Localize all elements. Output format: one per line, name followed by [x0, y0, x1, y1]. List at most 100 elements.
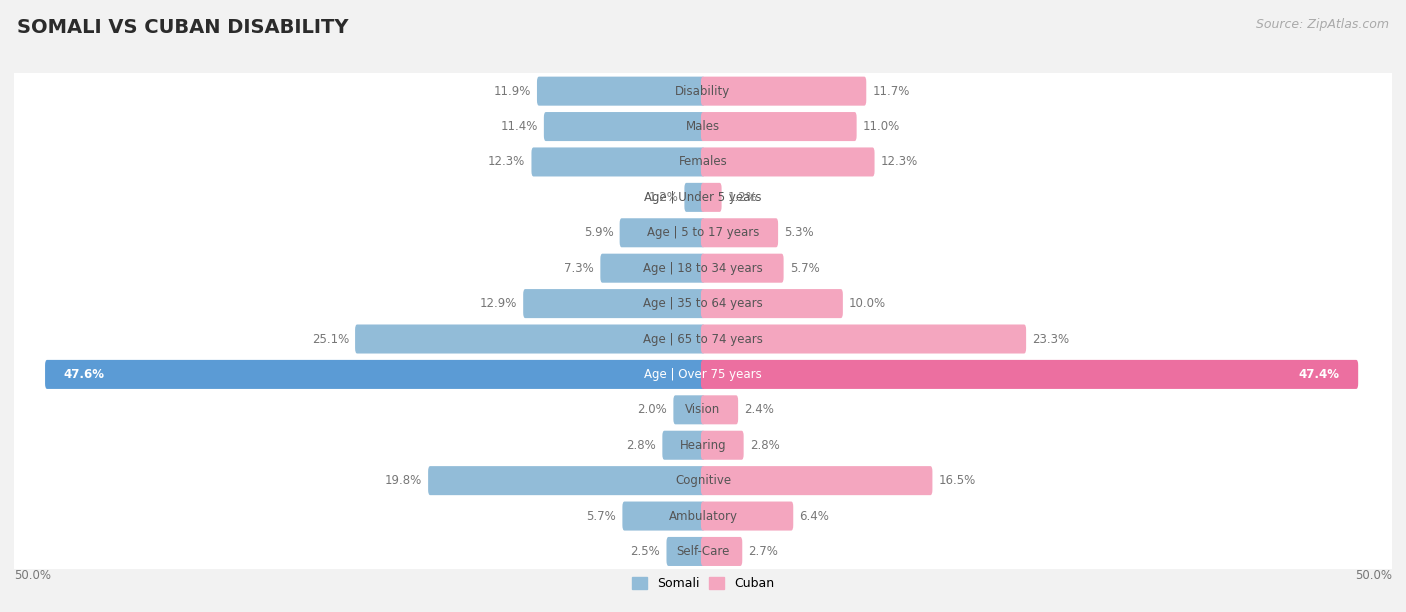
Text: 5.3%: 5.3%: [785, 226, 814, 239]
Text: Hearing: Hearing: [679, 439, 727, 452]
Text: 2.5%: 2.5%: [630, 545, 661, 558]
Text: Age | 35 to 64 years: Age | 35 to 64 years: [643, 297, 763, 310]
FancyBboxPatch shape: [702, 466, 932, 495]
Text: Age | Under 5 years: Age | Under 5 years: [644, 191, 762, 204]
FancyBboxPatch shape: [702, 147, 875, 176]
Text: 1.2%: 1.2%: [728, 191, 758, 204]
Text: Males: Males: [686, 120, 720, 133]
Text: 11.0%: 11.0%: [863, 120, 900, 133]
FancyBboxPatch shape: [531, 147, 704, 176]
Text: 12.3%: 12.3%: [880, 155, 918, 168]
Text: 7.3%: 7.3%: [564, 262, 595, 275]
Text: Age | Over 75 years: Age | Over 75 years: [644, 368, 762, 381]
FancyBboxPatch shape: [702, 289, 842, 318]
Text: 6.4%: 6.4%: [800, 510, 830, 523]
Text: 10.0%: 10.0%: [849, 297, 886, 310]
FancyBboxPatch shape: [427, 466, 704, 495]
FancyBboxPatch shape: [702, 395, 738, 424]
Text: Disability: Disability: [675, 84, 731, 98]
FancyBboxPatch shape: [11, 241, 1395, 296]
Text: 2.8%: 2.8%: [627, 439, 657, 452]
Text: 2.0%: 2.0%: [637, 403, 668, 416]
Text: 5.7%: 5.7%: [586, 510, 616, 523]
FancyBboxPatch shape: [11, 490, 1395, 543]
FancyBboxPatch shape: [11, 64, 1395, 118]
FancyBboxPatch shape: [11, 453, 1395, 508]
FancyBboxPatch shape: [11, 348, 1395, 401]
FancyBboxPatch shape: [702, 76, 866, 106]
Text: 23.3%: 23.3%: [1032, 332, 1070, 346]
Text: 5.7%: 5.7%: [790, 262, 820, 275]
FancyBboxPatch shape: [702, 183, 721, 212]
FancyBboxPatch shape: [685, 183, 704, 212]
FancyBboxPatch shape: [11, 418, 1395, 472]
Text: 11.4%: 11.4%: [501, 120, 537, 133]
FancyBboxPatch shape: [544, 112, 704, 141]
FancyBboxPatch shape: [702, 253, 783, 283]
Text: 19.8%: 19.8%: [385, 474, 422, 487]
FancyBboxPatch shape: [45, 360, 704, 389]
Text: Age | 5 to 17 years: Age | 5 to 17 years: [647, 226, 759, 239]
FancyBboxPatch shape: [702, 218, 778, 247]
FancyBboxPatch shape: [702, 112, 856, 141]
FancyBboxPatch shape: [11, 171, 1395, 224]
Text: Females: Females: [679, 155, 727, 168]
FancyBboxPatch shape: [11, 277, 1395, 331]
FancyBboxPatch shape: [702, 537, 742, 566]
Text: 12.9%: 12.9%: [479, 297, 517, 310]
FancyBboxPatch shape: [702, 431, 744, 460]
Text: 5.9%: 5.9%: [583, 226, 613, 239]
FancyBboxPatch shape: [11, 135, 1395, 188]
FancyBboxPatch shape: [702, 360, 1358, 389]
FancyBboxPatch shape: [11, 524, 1395, 579]
Text: 12.3%: 12.3%: [488, 155, 526, 168]
FancyBboxPatch shape: [11, 419, 1395, 472]
Text: Source: ZipAtlas.com: Source: ZipAtlas.com: [1256, 18, 1389, 31]
FancyBboxPatch shape: [11, 100, 1395, 153]
Text: 11.7%: 11.7%: [873, 84, 910, 98]
FancyBboxPatch shape: [11, 206, 1395, 259]
Text: 50.0%: 50.0%: [14, 569, 51, 582]
FancyBboxPatch shape: [11, 65, 1395, 118]
FancyBboxPatch shape: [11, 242, 1395, 295]
Text: Age | 65 to 74 years: Age | 65 to 74 years: [643, 332, 763, 346]
FancyBboxPatch shape: [537, 76, 704, 106]
Text: Vision: Vision: [685, 403, 721, 416]
FancyBboxPatch shape: [666, 537, 704, 566]
Text: Ambulatory: Ambulatory: [668, 510, 738, 523]
FancyBboxPatch shape: [702, 501, 793, 531]
Text: 11.9%: 11.9%: [494, 84, 531, 98]
FancyBboxPatch shape: [620, 218, 704, 247]
Text: Self-Care: Self-Care: [676, 545, 730, 558]
FancyBboxPatch shape: [11, 99, 1395, 154]
FancyBboxPatch shape: [11, 170, 1395, 225]
FancyBboxPatch shape: [523, 289, 704, 318]
Text: 2.4%: 2.4%: [744, 403, 775, 416]
FancyBboxPatch shape: [702, 324, 1026, 354]
FancyBboxPatch shape: [356, 324, 704, 354]
FancyBboxPatch shape: [600, 253, 704, 283]
FancyBboxPatch shape: [11, 312, 1395, 366]
FancyBboxPatch shape: [662, 431, 704, 460]
FancyBboxPatch shape: [11, 382, 1395, 437]
FancyBboxPatch shape: [623, 501, 704, 531]
FancyBboxPatch shape: [11, 489, 1395, 543]
Legend: Somali, Cuban: Somali, Cuban: [627, 572, 779, 595]
Text: 47.4%: 47.4%: [1299, 368, 1340, 381]
Text: 25.1%: 25.1%: [312, 332, 349, 346]
FancyBboxPatch shape: [11, 525, 1395, 578]
Text: 50.0%: 50.0%: [1355, 569, 1392, 582]
Text: 2.7%: 2.7%: [748, 545, 779, 558]
Text: 1.2%: 1.2%: [648, 191, 678, 204]
FancyBboxPatch shape: [11, 135, 1395, 189]
Text: Age | 18 to 34 years: Age | 18 to 34 years: [643, 262, 763, 275]
Text: 16.5%: 16.5%: [939, 474, 976, 487]
Text: 2.8%: 2.8%: [749, 439, 779, 452]
FancyBboxPatch shape: [11, 347, 1395, 401]
FancyBboxPatch shape: [11, 313, 1395, 365]
FancyBboxPatch shape: [673, 395, 704, 424]
FancyBboxPatch shape: [11, 454, 1395, 507]
FancyBboxPatch shape: [11, 383, 1395, 436]
FancyBboxPatch shape: [11, 277, 1395, 330]
Text: 47.6%: 47.6%: [63, 368, 104, 381]
